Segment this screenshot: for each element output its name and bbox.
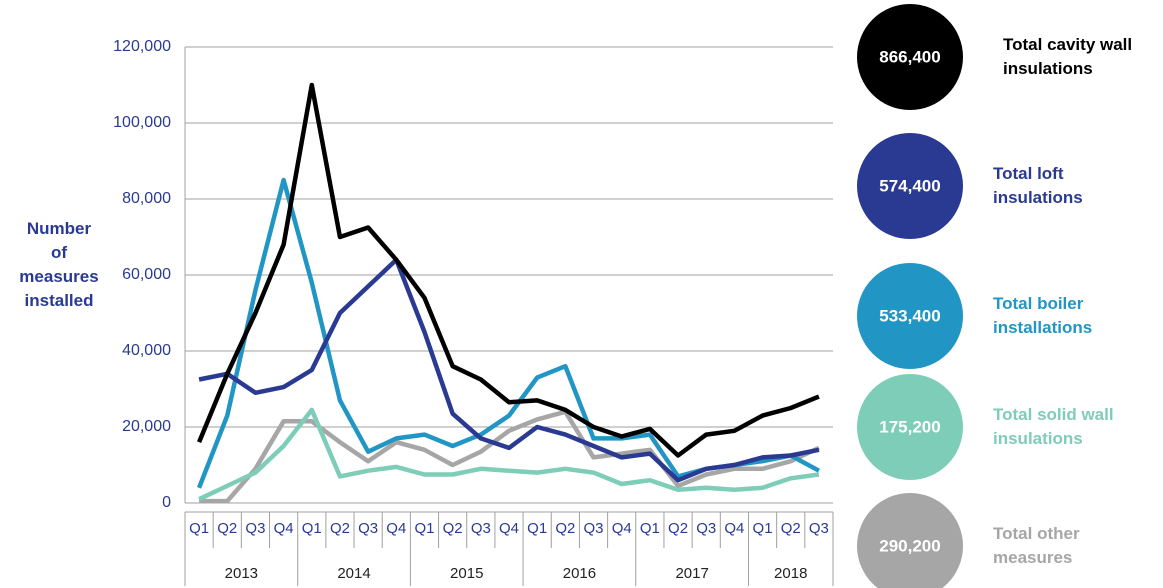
x-tick-label: Q4 (724, 520, 744, 537)
legend-circle (857, 374, 963, 480)
x-tick-label: Q4 (386, 520, 406, 537)
x-group-label: 2014 (337, 565, 370, 582)
y-tick-label: 0 (162, 494, 171, 511)
x-tick-label: Q2 (555, 520, 575, 537)
x-tick-label: Q3 (358, 520, 378, 537)
series-line (197, 82, 820, 458)
y-tick-label: 120,000 (113, 38, 171, 55)
legend-total: 533,400 (879, 306, 940, 325)
legend-circle (857, 133, 963, 239)
x-tick-label: Q1 (640, 520, 660, 537)
legend-circle (857, 263, 963, 369)
x-tick-label: Q1 (189, 520, 209, 537)
x-tick-label: Q4 (274, 520, 294, 537)
x-group-label: 2018 (774, 565, 807, 582)
y-tick-label: 20,000 (122, 418, 171, 435)
x-tick-label: Q4 (612, 520, 632, 537)
legend-total: 574,400 (879, 176, 940, 195)
x-tick-label: Q2 (781, 520, 801, 537)
legend-total: 866,400 (879, 47, 940, 66)
x-tick-label: Q2 (217, 520, 237, 537)
x-group-label: 2016 (563, 565, 596, 582)
legend-label: Total boiler installations (993, 294, 1093, 337)
x-tick-label: Q3 (696, 520, 716, 537)
legend-circle (857, 4, 963, 110)
y-tick-label: 60,000 (122, 266, 171, 283)
x-tick-label: Q4 (499, 520, 519, 537)
x-tick-label: Q3 (245, 520, 265, 537)
x-tick-label: Q2 (443, 520, 463, 537)
x-tick-label: Q2 (330, 520, 350, 537)
legend-label: Total other measures (993, 524, 1080, 567)
series-line (198, 257, 820, 483)
x-tick-label: Q1 (753, 520, 773, 537)
legend-total: 290,200 (879, 536, 940, 555)
x-tick-label: Q1 (527, 520, 547, 537)
x-group-label: 2013 (225, 565, 258, 582)
x-tick-label: Q3 (809, 520, 829, 537)
x-tick-label: Q1 (414, 520, 434, 537)
x-group-label: 2017 (675, 565, 708, 582)
y-tick-label: 40,000 (122, 342, 171, 359)
x-group-label: 2015 (450, 565, 483, 582)
legend-circle (857, 493, 963, 588)
legend-label: Total cavity wall insulations (1003, 35, 1133, 78)
x-tick-label: Q3 (471, 520, 491, 537)
legend-label: Total loft insulations (993, 164, 1083, 207)
x-tick-label: Q2 (668, 520, 688, 537)
x-tick-label: Q1 (302, 520, 322, 537)
y-axis-label: Number of measures installed (19, 219, 99, 310)
x-tick-label: Q3 (584, 520, 604, 537)
y-tick-label: 80,000 (122, 190, 171, 207)
legend-label: Total solid wall insulations (993, 405, 1114, 448)
series-line (198, 407, 820, 502)
series-line (196, 177, 820, 489)
y-tick-label: 100,000 (113, 114, 171, 131)
legend-total: 175,200 (879, 417, 940, 436)
